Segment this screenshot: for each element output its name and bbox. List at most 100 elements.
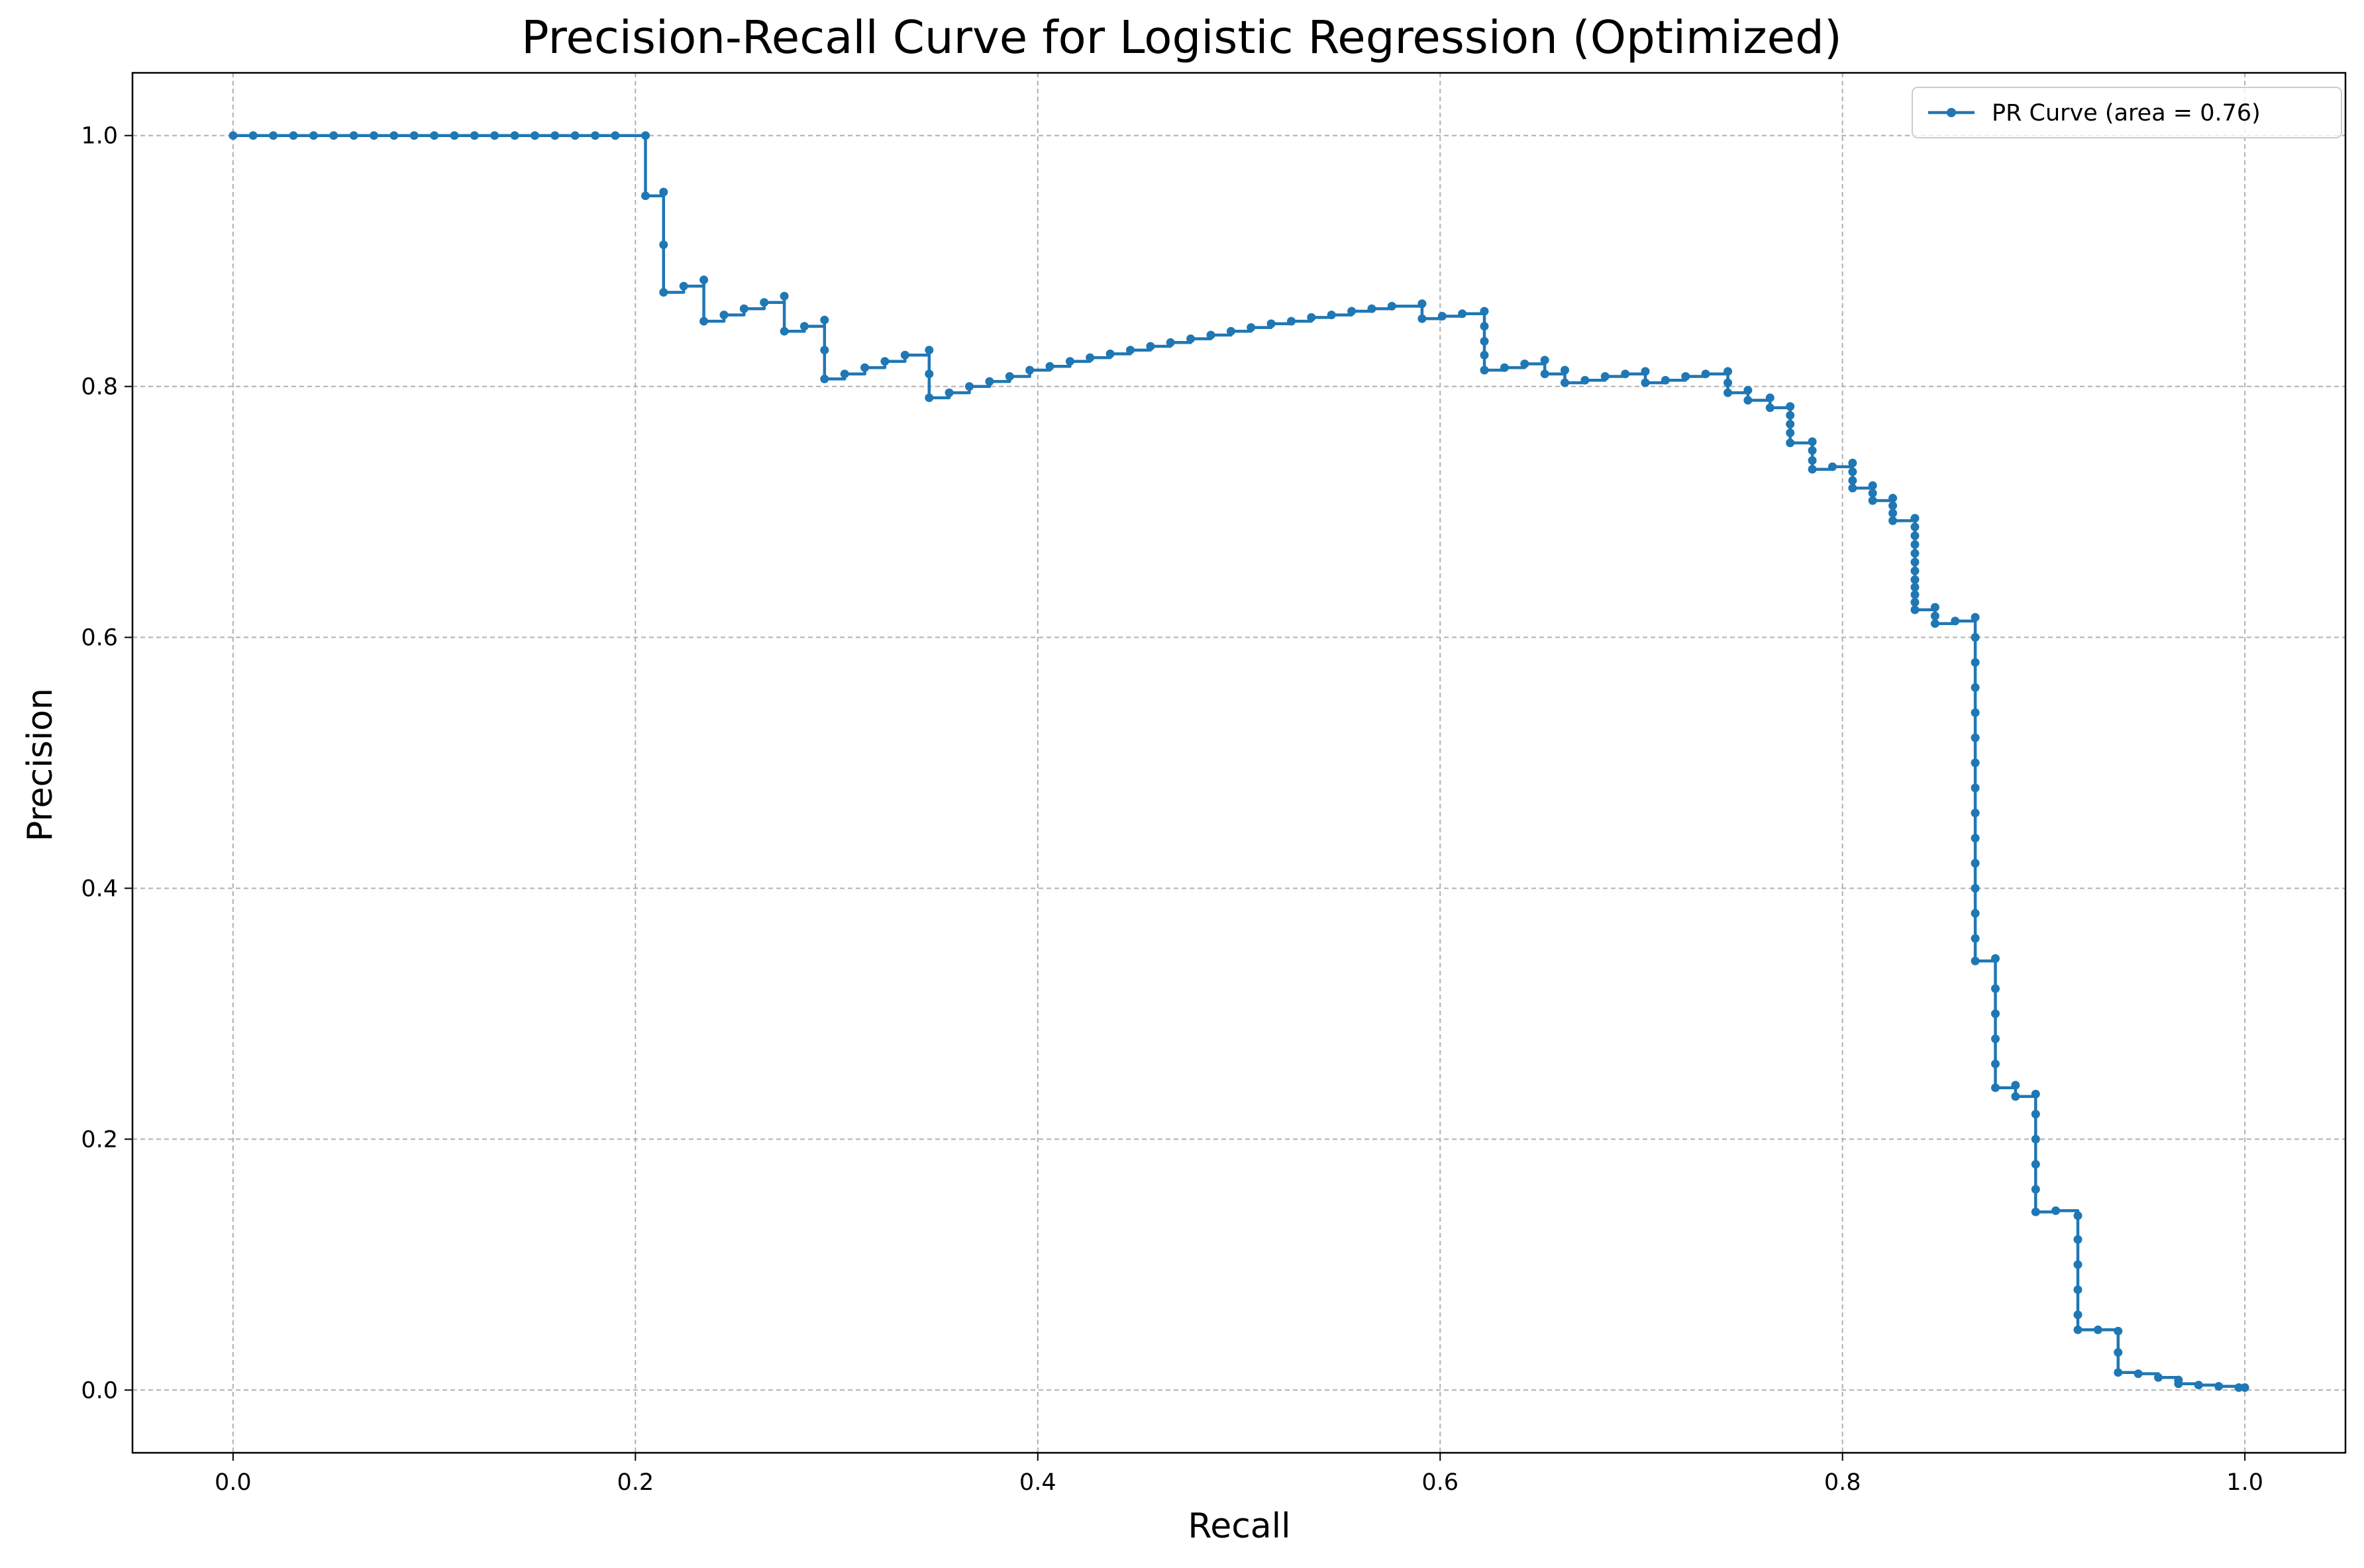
pr-curve-point <box>2073 1211 2082 1220</box>
pr-curve-point <box>1828 462 1837 471</box>
pr-curve-point <box>1146 342 1155 351</box>
pr-curve-point <box>1540 369 1549 379</box>
pr-curve-point <box>1971 658 1980 667</box>
pr-curve-point <box>1888 493 1898 503</box>
pr-curve-point <box>2051 1206 2061 1215</box>
pr-curve-point <box>1888 516 1898 525</box>
pr-curve-point <box>1971 808 1980 818</box>
pr-curve-point <box>739 304 748 313</box>
pr-curve-point <box>641 191 650 201</box>
pr-curve-point <box>1971 859 1980 868</box>
pr-curve-point <box>780 326 789 336</box>
pr-curve-point <box>2093 1325 2102 1334</box>
pr-curve-point <box>2234 1383 2243 1392</box>
pr-curve-point <box>1971 908 1980 918</box>
pr-curve-point <box>1266 319 1276 328</box>
pr-curve-point <box>1848 476 1857 485</box>
pr-curve-point <box>1786 411 1795 420</box>
pr-curve-point <box>1723 367 1733 376</box>
pr-curve-point <box>1971 758 1980 767</box>
pr-curve-point <box>1971 683 1980 692</box>
pr-curve-point <box>2073 1310 2082 1320</box>
pr-curve-point <box>1247 323 1256 332</box>
pr-curve-point <box>820 315 829 324</box>
x-tick-label: 0.0 <box>215 1469 252 1496</box>
pr-curve-point <box>1991 1083 2000 1093</box>
pr-curve-point <box>1910 583 1920 592</box>
pr-curve-point <box>1743 385 1753 395</box>
pr-curve-point <box>2031 1159 2040 1169</box>
pr-curve-point <box>510 131 519 140</box>
pr-curve-point <box>945 388 954 397</box>
pr-curve-point <box>389 131 399 140</box>
pr-curve-point <box>289 131 298 140</box>
x-axis-label: Recall <box>1188 1506 1290 1546</box>
pr-curve-point <box>1868 496 1877 505</box>
pr-curve-point <box>1621 369 1630 379</box>
pr-curve-point <box>248 131 258 140</box>
pr-curve-point <box>1417 299 1427 309</box>
pr-curve-point <box>2194 1381 2203 1390</box>
pr-curve-point <box>269 131 278 140</box>
pr-curve-point <box>1786 420 1795 428</box>
pr-curve-point <box>1561 378 1569 387</box>
pr-curve-point <box>1808 446 1817 455</box>
pr-curve-point <box>2174 1379 2183 1389</box>
pr-curve-point <box>1186 334 1196 344</box>
pr-curve-point <box>2133 1369 2143 1379</box>
pr-curve-point <box>370 131 378 140</box>
pr-curve-point <box>1971 956 1980 965</box>
pr-curve-point <box>1600 372 1610 381</box>
pr-curve-point <box>860 363 870 372</box>
pr-curve-point <box>1723 388 1733 397</box>
pr-curve-point <box>1480 307 1489 316</box>
pr-curve-point <box>2114 1348 2123 1357</box>
legend-marker-swatch <box>1947 108 1956 117</box>
pr-curve-point <box>1951 616 1960 626</box>
pr-curve-point <box>531 131 539 140</box>
pr-curve-point <box>1480 366 1489 375</box>
pr-curve-point <box>1808 456 1817 465</box>
pr-curve-point <box>2031 1110 2040 1118</box>
pr-curve-point <box>1765 403 1774 413</box>
pr-curve-point <box>900 350 909 360</box>
pr-curve-point <box>1580 375 1590 385</box>
pr-curve-point <box>309 131 318 140</box>
pr-curve-point <box>1480 350 1489 360</box>
pr-curve-point <box>985 377 994 386</box>
pr-curve-point <box>1910 598 1920 607</box>
pr-curve-point <box>490 131 499 140</box>
pr-curve-point <box>1561 366 1569 375</box>
legend-entry-label: PR Curve (area = 0.76) <box>1992 100 2261 126</box>
pr-curve-point <box>1971 633 1980 642</box>
pr-curve-point <box>470 131 479 140</box>
y-tick-label: 0.6 <box>81 625 118 652</box>
pr-curve-point <box>2073 1260 2082 1269</box>
pr-curve-point <box>1930 611 1939 620</box>
pr-curve-point <box>925 369 934 379</box>
pr-curve-point <box>1105 349 1115 358</box>
pr-curve-point <box>1848 467 1857 476</box>
legend: PR Curve (area = 0.76) <box>1912 87 2342 138</box>
pr-curve-point <box>1743 396 1753 405</box>
x-tick-label: 0.8 <box>1824 1469 1861 1496</box>
pr-curve-point <box>1226 326 1235 336</box>
x-tick-label: 0.4 <box>1019 1469 1056 1496</box>
pr-curve-point <box>1910 590 1920 599</box>
pr-curve-point <box>2214 1382 2224 1391</box>
pr-curve-point <box>1888 501 1898 511</box>
pr-curve-point <box>760 298 769 307</box>
pr-curve-point <box>1808 465 1817 474</box>
pr-curve-point <box>659 240 668 250</box>
pr-curve-point <box>1910 514 1920 523</box>
y-tick-label: 0.8 <box>81 374 118 401</box>
pr-curve-point <box>1971 612 1980 622</box>
pr-curve-point <box>1971 783 1980 793</box>
legend-box <box>1912 87 2342 138</box>
pr-curve-point <box>611 131 620 140</box>
pr-curve-point <box>1723 378 1733 387</box>
pr-curve-point <box>2073 1235 2082 1244</box>
pr-curve-point <box>1086 353 1095 362</box>
pr-curve-point <box>1786 438 1795 448</box>
